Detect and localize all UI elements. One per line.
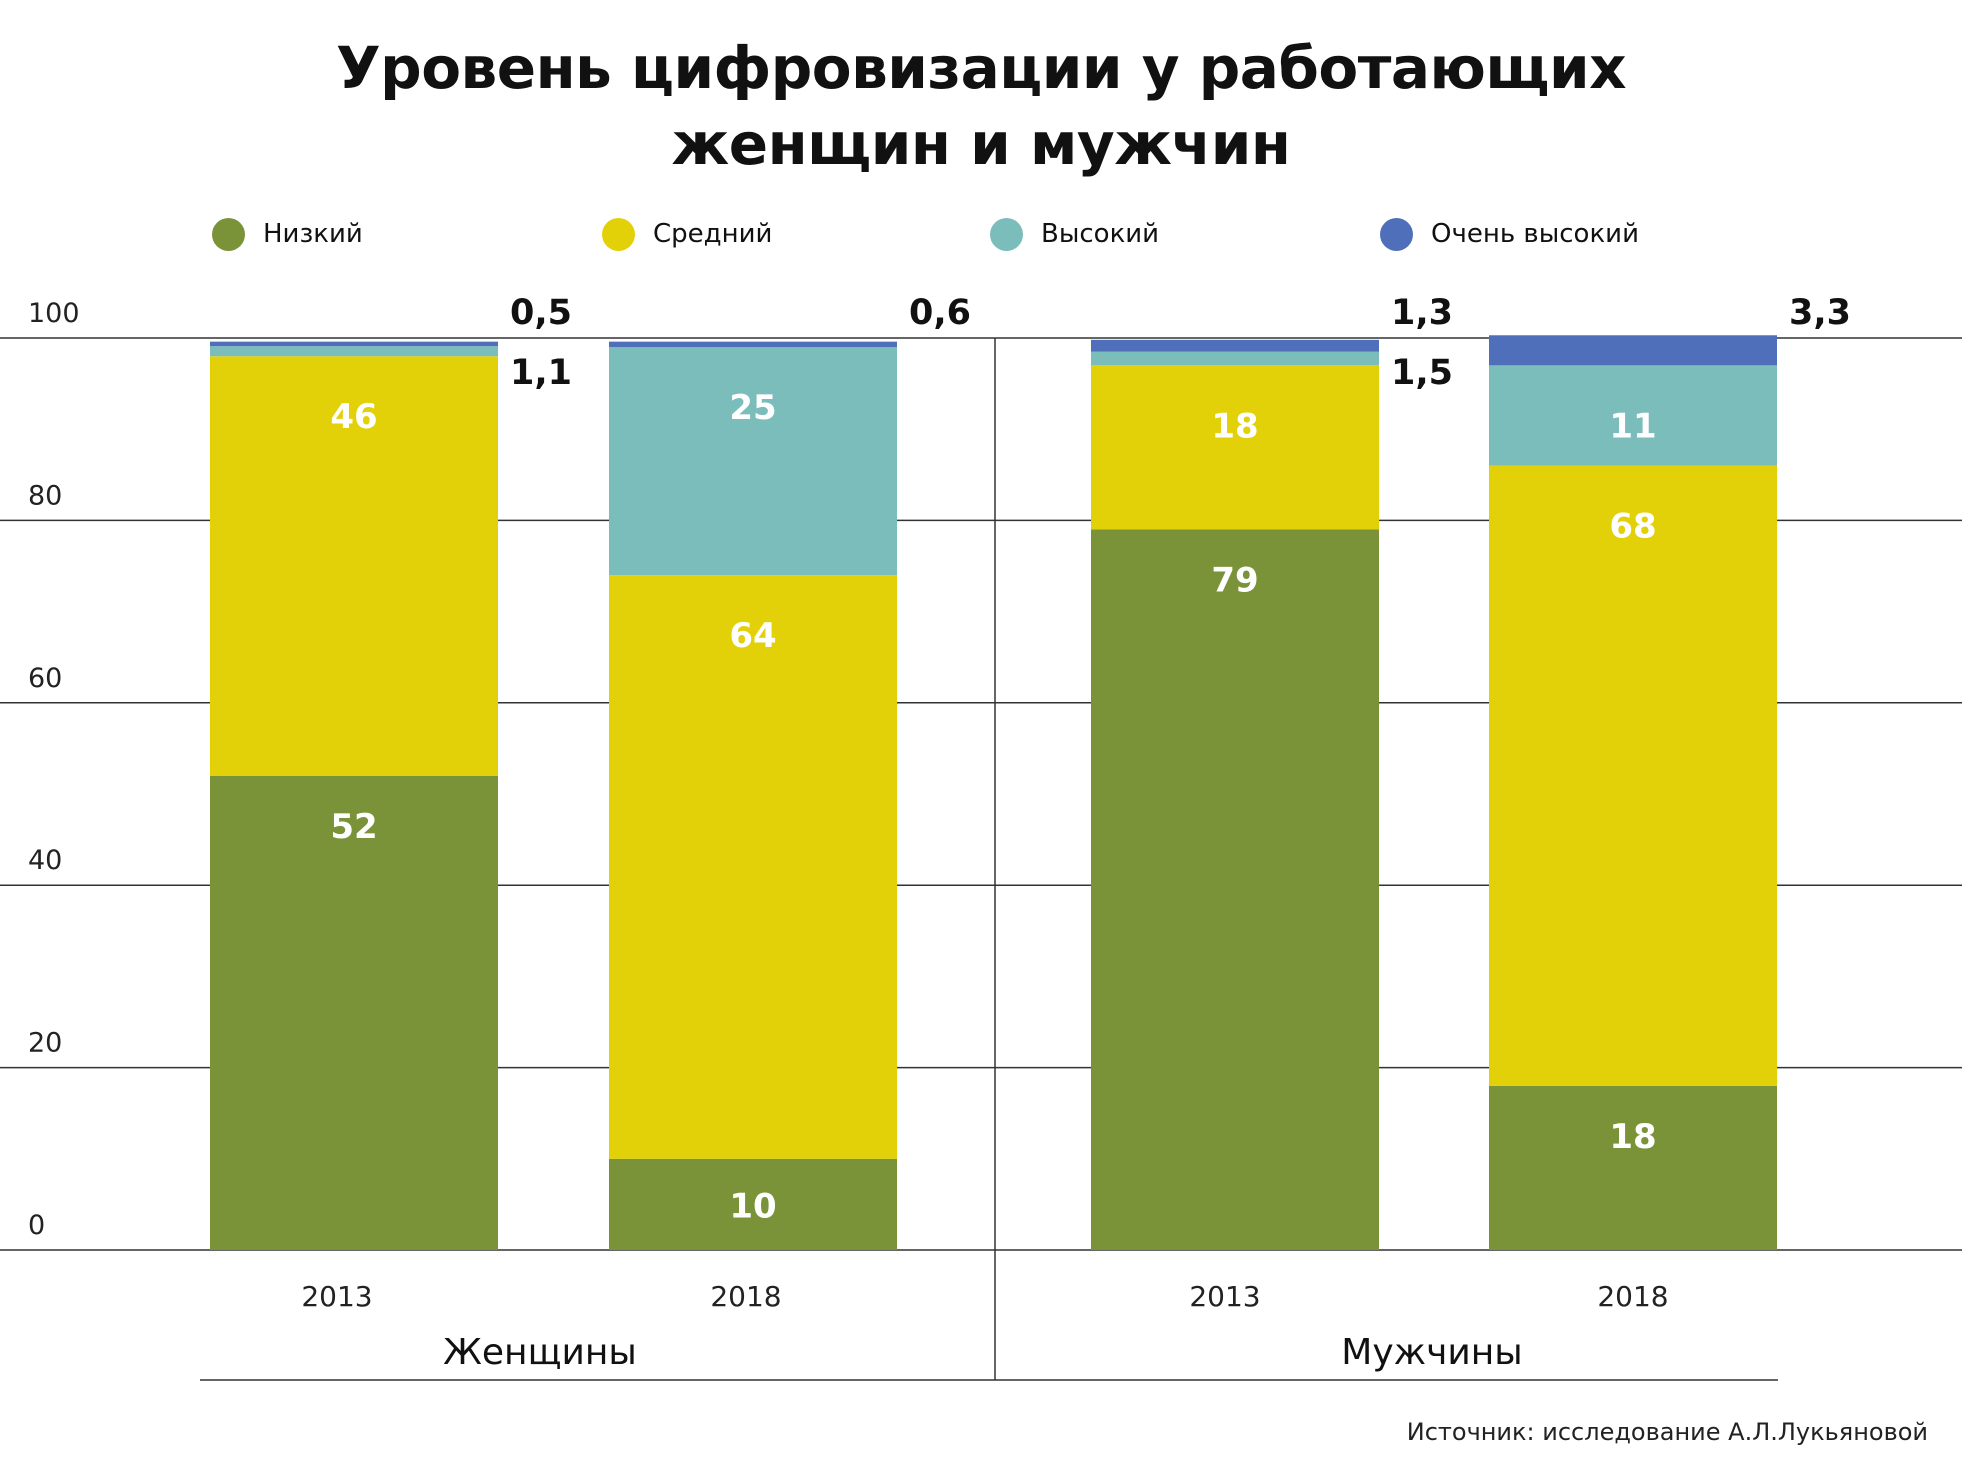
x-tick-label: 2013 [1189,1280,1260,1313]
chart-title: Уровень цифровизации у работающих женщин… [0,30,1962,182]
data-label: 18 [1609,1117,1656,1157]
data-label: 18 [1211,406,1258,446]
legend-swatch-medium [602,217,635,251]
bar-segment-medium [1091,365,1379,530]
y-tick-label: 80 [28,480,62,511]
x-tick-label: 2018 [1597,1280,1668,1313]
data-label-outside: 1,1 [510,353,572,393]
bar-segment-high [609,347,897,576]
group-label: Мужчины [1341,1332,1522,1373]
bar-segment-low [210,775,498,1250]
data-label: 68 [1609,507,1656,547]
legend-label-medium: Средний [653,219,773,249]
data-label: 10 [729,1186,776,1226]
bar-segment-low [1091,529,1379,1250]
bar-segment-high [1091,351,1379,366]
data-label: 64 [729,616,776,656]
y-tick-label: 20 [28,1028,62,1059]
bar-segment-low [1489,1085,1777,1250]
legend-item-very-high: Очень высокий [1380,214,1639,254]
legend-swatch-very-high [1380,217,1413,251]
y-tick-label: 40 [28,845,62,876]
data-label: 46 [330,397,377,437]
chart-title-line-1: Уровень цифровизации у работающих [335,34,1627,102]
legend-item-low: Низкий [212,214,363,254]
legend-swatch-high [990,217,1023,251]
chart-title-line-2: женщин и мужчин [671,110,1291,178]
bar-segment-very-high [1091,339,1379,352]
source-note: Источник: исследование А.Л.Лукьяновой [1406,1418,1928,1446]
data-label: 25 [729,388,776,428]
data-label-outside: 3,3 [1789,293,1851,333]
legend-label-very-high: Очень высокий [1431,219,1639,249]
group-label: Женщины [443,1332,637,1373]
bar-segment-low [609,1158,897,1250]
bar-segment-medium [1489,465,1777,1086]
legend-item-high: Высокий [990,214,1159,254]
x-tick-label: 2013 [301,1280,372,1313]
data-label-outside: 0,6 [909,293,971,333]
bar-segment-high [210,346,498,357]
data-label: 52 [330,807,377,847]
data-label-outside: 1,5 [1391,353,1453,393]
y-tick-label: 100 [28,298,80,329]
bar-segment-medium [210,356,498,776]
x-tick-label: 2018 [710,1280,781,1313]
bar-segment-very-high [609,341,897,348]
legend-label-low: Низкий [263,219,363,249]
bar-segment-medium [609,575,897,1159]
data-label: 11 [1609,406,1656,446]
legend: Низкий Средний Высокий Очень высокий [0,214,1962,254]
legend-swatch-low [212,217,245,251]
y-tick-label: 0 [28,1210,45,1241]
bar-segment-very-high [210,341,498,347]
bar-segment-high [1489,365,1777,466]
data-label-outside: 0,5 [510,293,572,333]
data-label-outside: 1,3 [1391,293,1453,333]
data-label: 79 [1211,561,1258,601]
y-tick-label: 60 [28,663,62,694]
legend-label-high: Высокий [1041,219,1160,249]
legend-item-medium: Средний [602,214,772,254]
bar-segment-very-high [1489,335,1777,366]
